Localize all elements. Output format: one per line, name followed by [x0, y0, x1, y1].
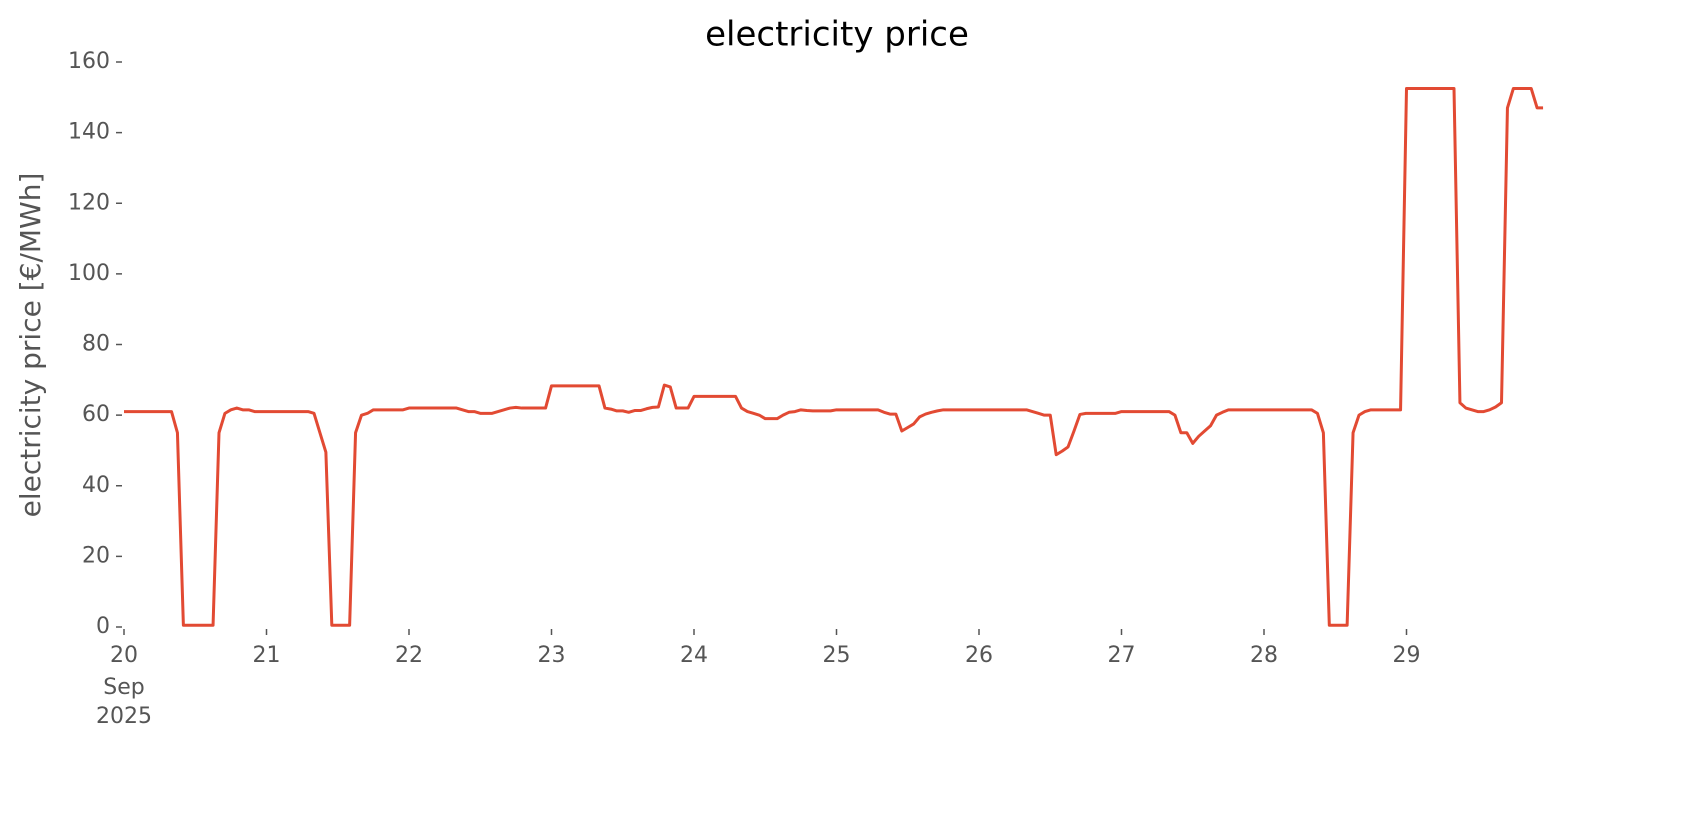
- x-tick-label: 20: [110, 643, 138, 668]
- x-tick-label: 24: [680, 643, 708, 668]
- y-tick-label: 20: [82, 543, 110, 568]
- x-tick-label: 25: [823, 643, 851, 668]
- x-tick-label: 22: [395, 643, 423, 668]
- y-tick-label: 80: [82, 332, 110, 357]
- y-tick-label: 60: [82, 402, 110, 427]
- y-tick-label: 160: [68, 49, 110, 74]
- x-tick-label: 28: [1250, 643, 1278, 668]
- x-tick-label: 23: [538, 643, 566, 668]
- y-tick-label: 40: [82, 473, 110, 498]
- y-tick-label: 100: [68, 261, 110, 286]
- price-line: [124, 86, 1544, 627]
- y-tick-label: 120: [68, 190, 110, 215]
- x-tick-date-part: Sep: [103, 675, 144, 700]
- x-tick-label: 21: [253, 643, 281, 668]
- x-tick-label: 26: [965, 643, 993, 668]
- y-tick-label: 140: [68, 120, 110, 145]
- x-tick-label: 29: [1393, 643, 1421, 668]
- y-axis-label: electricity price [€/MWh]: [14, 173, 47, 518]
- x-tick-label: 27: [1108, 643, 1136, 668]
- chart-title: electricity price: [705, 15, 969, 55]
- x-tick-date-part: 2025: [96, 704, 152, 729]
- y-tick-label: 0: [96, 614, 110, 639]
